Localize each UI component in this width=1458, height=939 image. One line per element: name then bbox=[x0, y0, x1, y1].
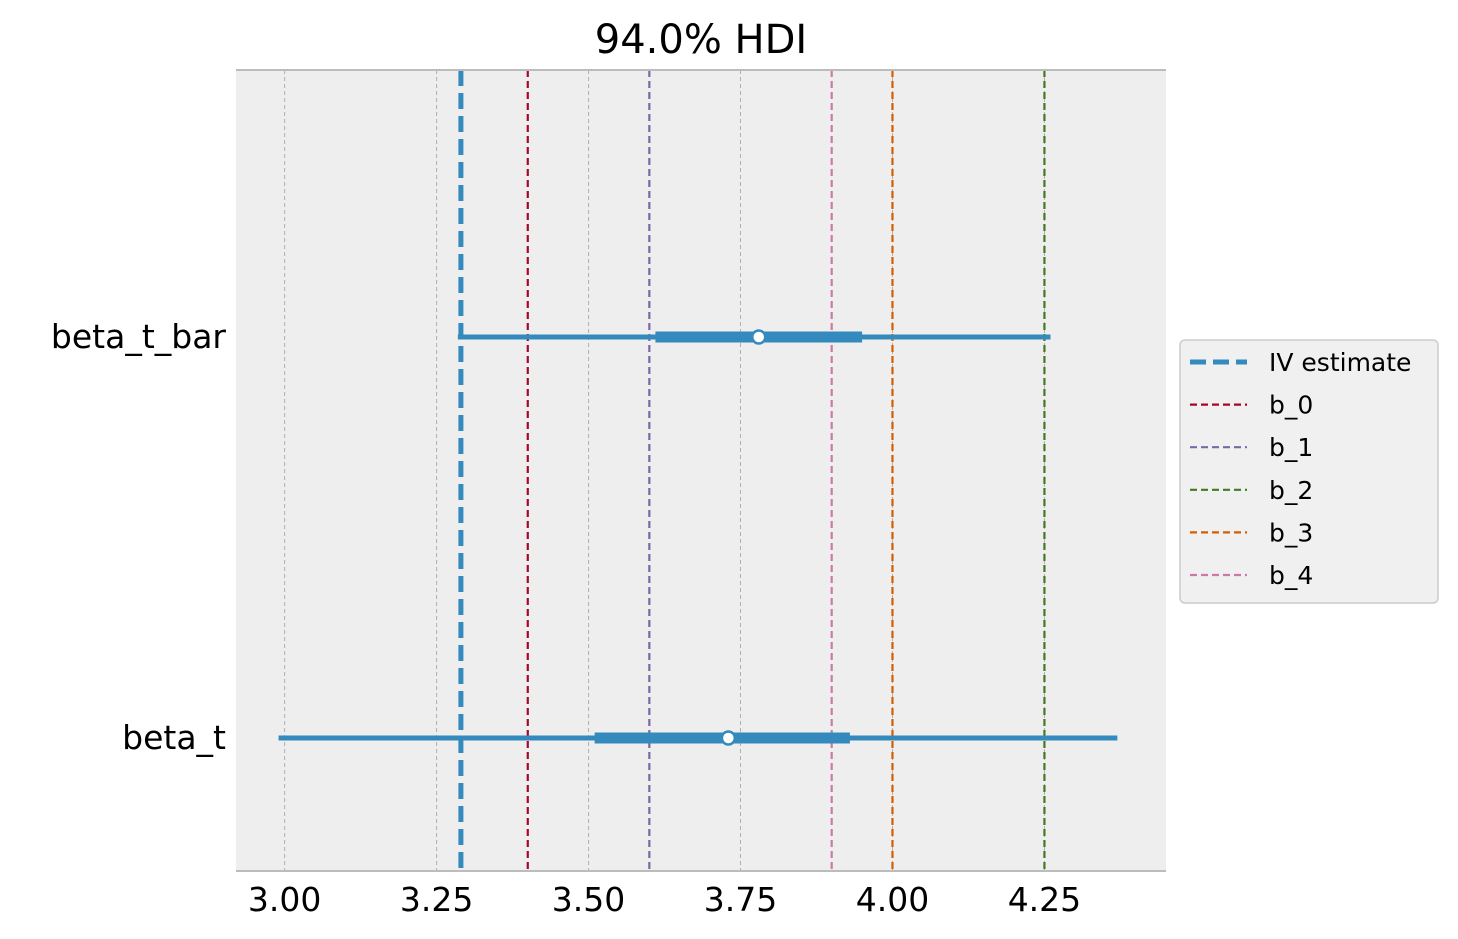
median-point bbox=[720, 730, 737, 746]
legend-item: b_4 bbox=[1190, 561, 1313, 590]
x-tick-label: 3.50 bbox=[552, 880, 625, 919]
legend-label: b_0 bbox=[1269, 391, 1313, 420]
legend-label: b_1 bbox=[1269, 433, 1313, 462]
row-beta_t_bar bbox=[457, 329, 1051, 345]
legend-item: IV estimate bbox=[1190, 348, 1411, 377]
legend-item: b_2 bbox=[1190, 476, 1313, 505]
median-point bbox=[750, 329, 767, 345]
legend-item: b_0 bbox=[1190, 391, 1313, 420]
x-tick-label: 3.75 bbox=[704, 880, 777, 919]
x-tick-label: 4.25 bbox=[1008, 880, 1081, 919]
legend-label: b_2 bbox=[1269, 476, 1313, 505]
interval-rows bbox=[278, 329, 1118, 746]
x-tick-label: 3.00 bbox=[248, 880, 321, 919]
x-tick-label: 3.25 bbox=[400, 880, 473, 919]
legend-box bbox=[1179, 339, 1439, 604]
row-beta_t bbox=[278, 730, 1118, 746]
x-tick-label: 4.00 bbox=[856, 880, 929, 919]
x-axis: 3.00 3.25 3.50 3.75 4.00 4.25 bbox=[248, 880, 1081, 919]
legend-label: b_3 bbox=[1269, 518, 1313, 547]
y-category-label: beta_t bbox=[122, 718, 226, 757]
chart-title: 94.0% HDI bbox=[595, 17, 807, 63]
legend-label: b_4 bbox=[1269, 561, 1313, 590]
y-category-label: beta_t_bar bbox=[51, 317, 227, 356]
y-axis: beta_t_bar beta_t bbox=[51, 317, 227, 757]
plot-background bbox=[236, 70, 1166, 871]
legend: IV estimate b_0 b_1 b_2 b_3 b_4 bbox=[1179, 339, 1439, 604]
legend-item: b_3 bbox=[1190, 518, 1313, 547]
legend-label: IV estimate bbox=[1269, 348, 1411, 377]
legend-item: b_1 bbox=[1190, 433, 1313, 462]
